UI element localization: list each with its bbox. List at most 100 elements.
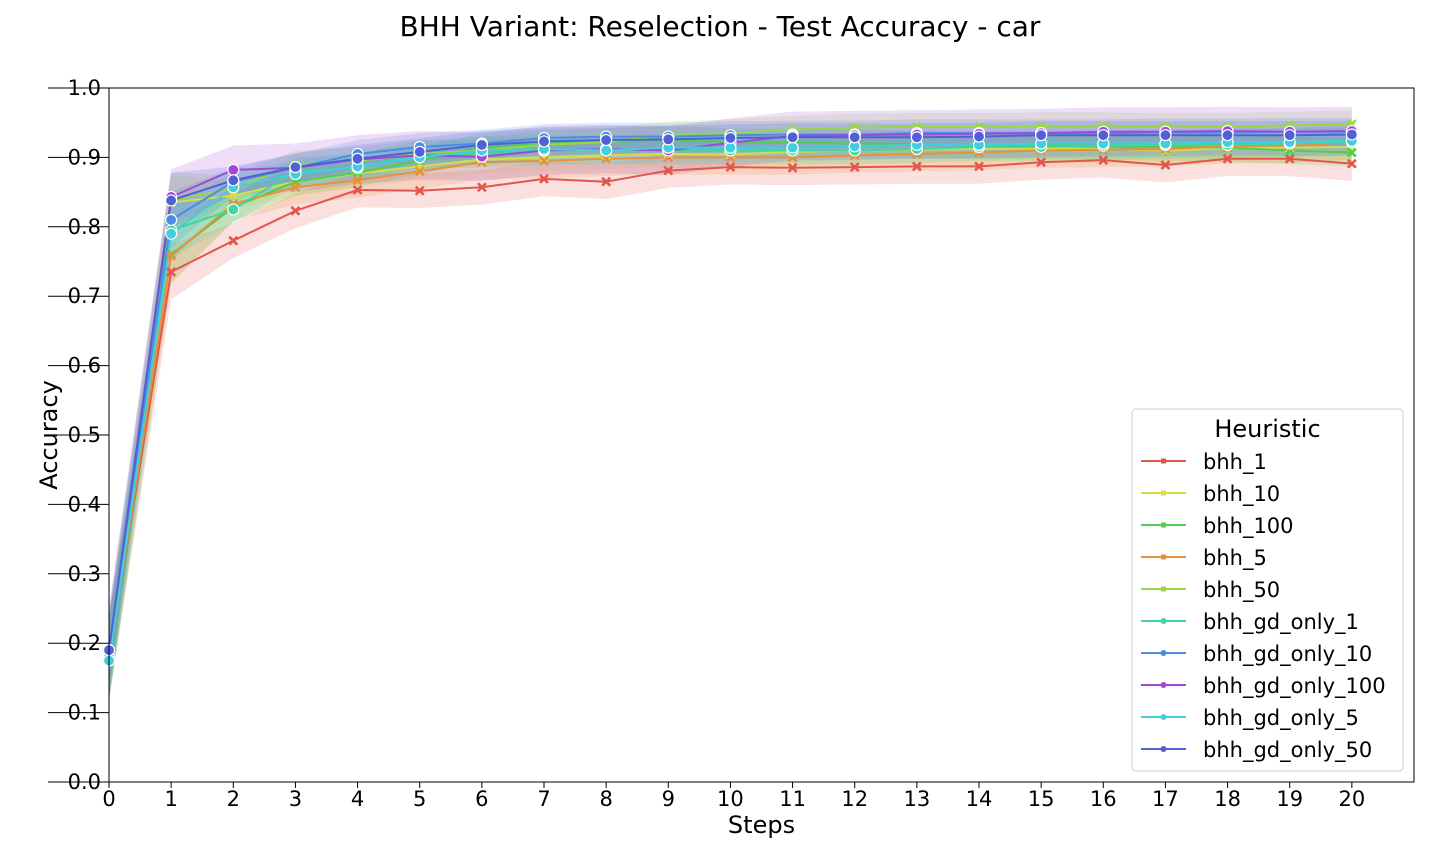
- x-axis-label: Steps: [728, 811, 795, 839]
- legend-marker-bhh_100: [1161, 522, 1166, 528]
- point-bhh_gd_only_100: [227, 163, 240, 176]
- point-bhh_100: [1346, 147, 1357, 158]
- point-bhh_5: [290, 182, 301, 193]
- x-tick-label: 5: [413, 787, 426, 811]
- point-bhh_1: [476, 182, 487, 193]
- point-bhh_gd_only_5: [165, 227, 178, 240]
- legend-marker-bhh_gd_only_100: [1160, 682, 1167, 688]
- point-bhh_gd_only_50: [910, 131, 923, 144]
- x-tick-label: 14: [966, 787, 993, 811]
- point-bhh_gd_only_50: [413, 145, 426, 158]
- point-bhh_1: [1346, 158, 1357, 169]
- point-bhh_gd_only_50: [1097, 129, 1110, 142]
- point-bhh_1: [974, 161, 984, 172]
- point-bhh_gd_only_50: [1221, 129, 1234, 142]
- point-bhh_gd_only_50: [1283, 129, 1296, 142]
- point-bhh_1: [539, 173, 549, 184]
- point-bhh_1: [290, 205, 301, 216]
- point-bhh_gd_only_50: [165, 194, 178, 207]
- x-tick-label: 6: [475, 787, 488, 811]
- point-bhh_gd_only_1: [227, 203, 240, 216]
- x-tick-label: 11: [779, 787, 806, 811]
- point-bhh_gd_only_50: [1159, 129, 1172, 142]
- legend-label-bhh_gd_only_50: bhh_gd_only_50: [1203, 738, 1372, 763]
- point-bhh_1: [414, 185, 425, 196]
- x-tick-label: 12: [841, 787, 868, 811]
- y-tick-label: 0.8: [68, 215, 101, 239]
- point-bhh_1: [725, 162, 736, 173]
- x-tick-label: 0: [102, 787, 115, 811]
- x-tick-label: 3: [289, 787, 302, 811]
- point-bhh_1: [849, 162, 860, 173]
- point-bhh_1: [1160, 160, 1171, 170]
- legend-marker-bhh_gd_only_5: [1160, 714, 1167, 720]
- point-bhh_gd_only_50: [475, 138, 488, 152]
- point-bhh_5: [166, 251, 177, 261]
- x-tick-label: 16: [1090, 787, 1117, 811]
- point-bhh_gd_only_50: [662, 133, 675, 146]
- x-tick-label: 17: [1152, 787, 1179, 811]
- legend-box: [1131, 408, 1404, 772]
- legend-marker-bhh_10: [1161, 490, 1166, 496]
- legend-marker-bhh_gd_only_1: [1160, 618, 1167, 624]
- point-bhh_gd_only_50: [537, 135, 551, 148]
- y-tick-label: 0.1: [68, 701, 101, 725]
- point-bhh_1: [787, 162, 798, 173]
- point-bhh_gd_only_50: [227, 174, 240, 187]
- x-tick-label: 13: [903, 787, 930, 811]
- x-tick-label: 2: [227, 787, 240, 811]
- point-bhh_1: [1222, 153, 1233, 164]
- x-tick-label: 8: [599, 787, 612, 811]
- legend-marker-bhh_1: [1161, 458, 1166, 464]
- point-bhh_gd_only_50: [724, 131, 737, 145]
- y-tick-label: 0.7: [68, 284, 101, 308]
- point-bhh_gd_only_50: [600, 133, 613, 147]
- point-bhh_1: [911, 161, 922, 172]
- y-axis-label: Accuracy: [35, 380, 63, 490]
- point-bhh_gd_only_50: [786, 131, 799, 144]
- legend-label-bhh_gd_only_10: bhh_gd_only_10: [1203, 642, 1372, 667]
- y-tick-label: 0.2: [68, 631, 101, 655]
- y-tick-label: 1.0: [68, 76, 101, 100]
- x-tick-label: 9: [662, 787, 675, 811]
- axes: 0.00.10.20.30.40.50.60.70.80.91.00 1 2 3 4 5 6…: [35, 76, 1415, 839]
- x-tick-label: 20: [1338, 787, 1365, 811]
- x-tick-label: 1: [164, 787, 177, 811]
- point-bhh_gd_only_50: [972, 130, 986, 143]
- legend-marker-bhh_gd_only_10: [1160, 650, 1167, 656]
- legend-label-bhh_1: bhh_1: [1203, 450, 1267, 475]
- point-bhh_1: [166, 266, 177, 277]
- point-bhh_1: [228, 235, 239, 246]
- point-bhh_gd_only_50: [1035, 129, 1048, 142]
- legend-label-bhh_50: bhh_50: [1203, 578, 1280, 603]
- point-bhh_5: [414, 166, 425, 177]
- y-tick-label: 0.9: [68, 145, 101, 169]
- legend-marker-bhh_50: [1161, 586, 1166, 592]
- point-bhh_1: [663, 165, 674, 176]
- point-bhh_gd_only_50: [351, 152, 364, 165]
- point-bhh_gd_only_10: [165, 213, 178, 226]
- legend-label-bhh_100: bhh_100: [1203, 514, 1294, 539]
- point-bhh_gd_only_5: [600, 144, 613, 157]
- legend-title: Heuristic: [1214, 415, 1320, 443]
- point-bhh_1: [352, 185, 363, 195]
- legend-label-bhh_10: bhh_10: [1203, 482, 1280, 507]
- legend-marker-bhh_5: [1161, 554, 1166, 560]
- x-tick-label: 19: [1276, 787, 1303, 811]
- point-bhh_1: [601, 176, 612, 187]
- legend-label-bhh_gd_only_100: bhh_gd_only_100: [1203, 674, 1386, 699]
- x-tick-label: 15: [1028, 787, 1055, 811]
- y-tick-label: 0.5: [68, 423, 101, 447]
- legend-label-bhh_gd_only_1: bhh_gd_only_1: [1203, 610, 1359, 635]
- legend: Heuristic bhh_1 bhh_10 bhh_100 bhh_5 bhh_50bh…: [1131, 408, 1404, 772]
- point-bhh_5: [539, 155, 549, 166]
- x-tick-label: 7: [537, 787, 550, 811]
- point-bhh_1: [1098, 155, 1109, 166]
- legend-label-bhh_gd_only_5: bhh_gd_only_5: [1203, 706, 1359, 731]
- point-bhh_gd_only_50: [289, 161, 302, 174]
- point-bhh_1: [1284, 153, 1295, 164]
- point-bhh_gd_only_50: [848, 131, 861, 144]
- y-tick-label: 0.4: [68, 492, 101, 516]
- y-tick-label: 0.0: [68, 770, 101, 794]
